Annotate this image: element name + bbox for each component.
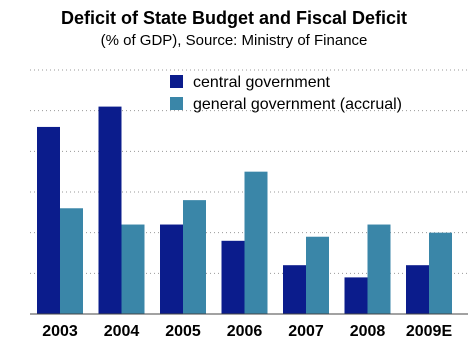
bar-general-2004 [121, 224, 145, 314]
legend-swatch [170, 97, 183, 110]
legend-label: central government [193, 74, 331, 91]
legend-label: general government (accrual) [193, 96, 402, 113]
x-tick-label: 2005 [165, 323, 201, 340]
bar-general-2003 [60, 208, 83, 314]
bar-central-2009E [406, 265, 429, 314]
bar-central-2008 [344, 277, 368, 314]
bar-central-2005 [160, 224, 183, 314]
x-tick-label: 2007 [288, 323, 324, 340]
x-tick-label: 2006 [227, 323, 263, 340]
x-tick-label: 2009E [406, 323, 453, 340]
bar-central-2003 [37, 126, 60, 314]
x-tick-label: 2004 [104, 323, 140, 340]
chart-subtitle: (% of GDP), Source: Ministry of Finance [100, 32, 368, 49]
bar-general-2008 [367, 224, 391, 314]
x-tick-label: 2008 [350, 323, 386, 340]
bar-general-2009E [429, 232, 452, 314]
bar-central-2006 [221, 240, 245, 314]
bar-central-2007 [283, 265, 306, 314]
x-tick-labels: 2003 2004 2005 2006 2007 2008 2009E [42, 323, 452, 340]
x-tick-label: 2003 [42, 323, 78, 340]
bar-general-2007 [306, 236, 329, 314]
bars [37, 106, 452, 314]
bar-central-2004 [98, 106, 122, 314]
legend: central government general government (ac… [170, 74, 402, 113]
bar-general-2006 [244, 171, 268, 314]
legend-swatch [170, 75, 183, 88]
bar-general-2005 [183, 200, 206, 314]
chart-title: Deficit of State Budget and Fiscal Defic… [60, 8, 408, 28]
